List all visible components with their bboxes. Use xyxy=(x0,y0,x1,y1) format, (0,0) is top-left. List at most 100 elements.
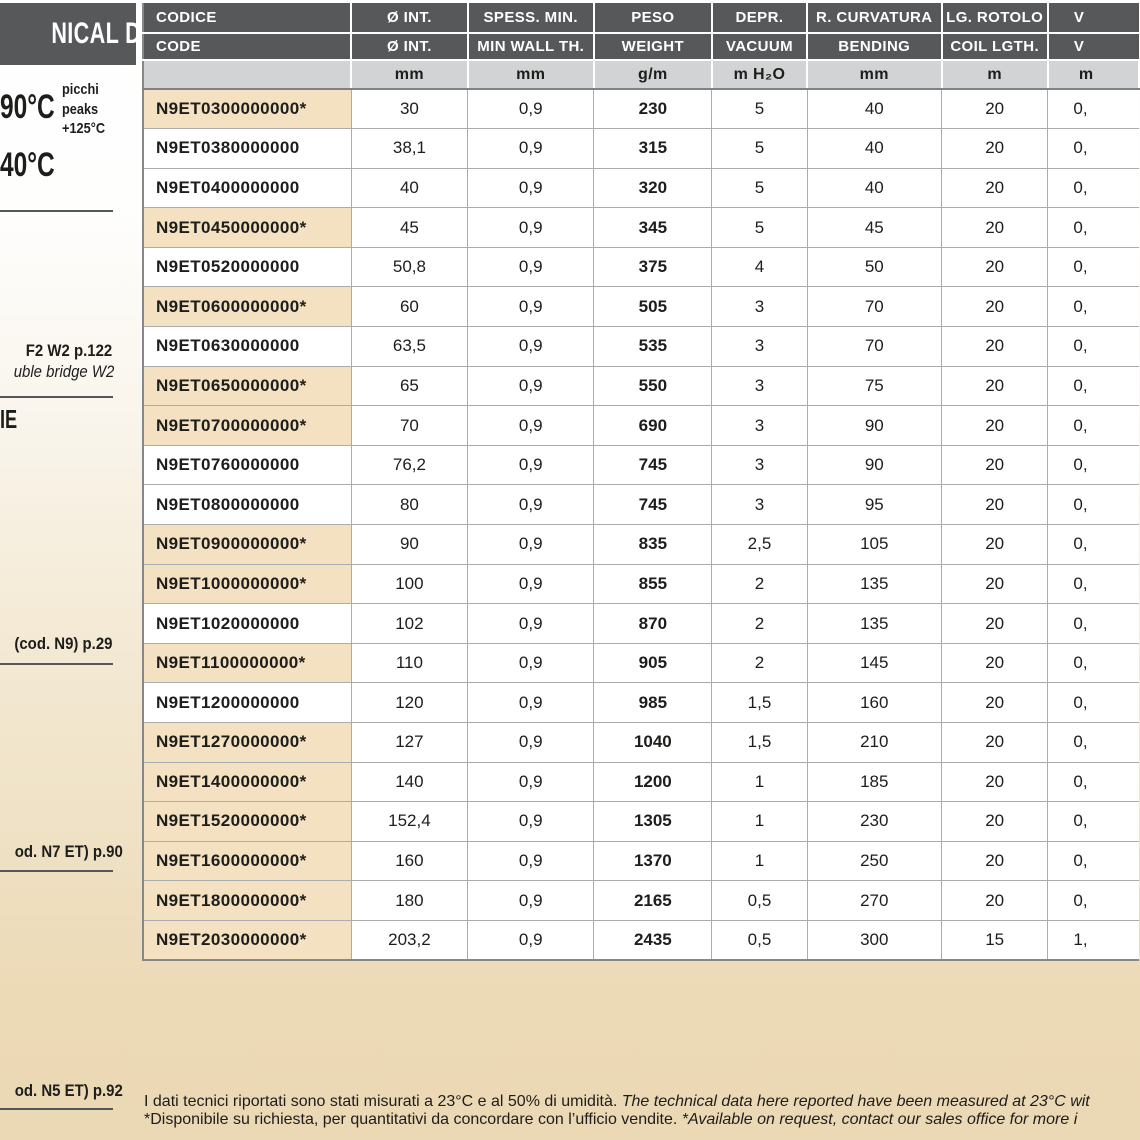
weight-cell: 905 xyxy=(593,643,713,684)
product-code-cell: N9ET1100000000* xyxy=(143,643,352,684)
unit-weight: g/m xyxy=(593,60,713,90)
vacuum-cell: 2 xyxy=(711,643,808,684)
unit-coil: m xyxy=(941,60,1049,90)
cutoff-column-cell: 0, xyxy=(1047,603,1139,644)
weight-cell: 345 xyxy=(593,207,713,248)
table-row: N9ET0380000000 38,1 0,9 315 5 40 20 0, xyxy=(143,128,1139,169)
bending-radius-cell: 185 xyxy=(807,762,943,803)
bending-radius-cell: 40 xyxy=(807,128,943,169)
product-code-cell: N9ET1400000000* xyxy=(143,762,352,803)
cutoff-column-cell: 0, xyxy=(1047,89,1139,130)
header-row-it: CODICE Ø INT. SPESS. MIN. PESO DEPR. R. … xyxy=(143,3,1139,34)
cutoff-column-cell: 0, xyxy=(1047,207,1139,248)
coil-length-cell: 20 xyxy=(941,880,1049,921)
ref-cod-n5-et: od. N5 ET) p.92 xyxy=(14,1081,123,1100)
vacuum-cell: 0,5 xyxy=(711,880,808,921)
product-code-cell: N9ET1600000000* xyxy=(143,841,352,882)
cutoff-column-cell: 1, xyxy=(1047,920,1139,962)
coil-length-cell: 20 xyxy=(941,366,1049,407)
inner-diameter-cell: 76,2 xyxy=(351,445,469,486)
bending-radius-cell: 75 xyxy=(807,366,943,407)
min-wall-cell: 0,9 xyxy=(467,722,595,763)
weight-cell: 230 xyxy=(593,89,713,130)
inner-diameter-cell: 38,1 xyxy=(351,128,469,169)
product-code-cell: N9ET0650000000* xyxy=(143,366,352,407)
weight-cell: 320 xyxy=(593,168,713,209)
weight-cell: 870 xyxy=(593,603,713,644)
temp-peak-notes: picchi peaks +125°C xyxy=(62,80,113,139)
inner-diameter-cell: 80 xyxy=(351,484,469,526)
vacuum-cell: 3 xyxy=(711,286,808,328)
bending-radius-cell: 40 xyxy=(807,89,943,130)
coil-length-cell: 20 xyxy=(941,801,1049,842)
min-wall-cell: 0,9 xyxy=(467,366,595,407)
coil-length-cell: 20 xyxy=(941,128,1049,169)
inner-diameter-cell: 65 xyxy=(351,366,469,407)
min-wall-cell: 0,9 xyxy=(467,405,595,446)
weight-cell: 985 xyxy=(593,682,713,723)
col-header-rotolo-it: LG. ROTOLO xyxy=(941,3,1049,34)
min-wall-cell: 0,9 xyxy=(467,247,595,288)
unit-bending: mm xyxy=(807,60,943,90)
product-code-cell: N9ET0450000000* xyxy=(143,207,352,248)
inner-diameter-cell: 102 xyxy=(351,603,469,644)
bending-radius-cell: 40 xyxy=(807,168,943,209)
vacuum-cell: 2 xyxy=(711,603,808,644)
inner-diameter-cell: 100 xyxy=(351,564,469,605)
bending-radius-cell: 90 xyxy=(807,445,943,486)
footer-note2-en: *Available on request, contact our sales… xyxy=(681,1110,1078,1128)
product-code-cell: N9ET1520000000* xyxy=(143,801,352,842)
table-row: N9ET1270000000* 127 0,9 1040 1,5 210 20 … xyxy=(143,722,1139,763)
col-header-depr-it: DEPR. xyxy=(711,3,809,34)
coil-length-cell: 20 xyxy=(941,603,1049,644)
product-code-cell: N9ET0300000000* xyxy=(143,89,352,130)
col-header-weight-en: WEIGHT xyxy=(593,33,713,61)
coil-length-cell: 20 xyxy=(941,89,1049,130)
min-wall-cell: 0,9 xyxy=(467,484,595,526)
table-row: N9ET0450000000* 45 0,9 345 5 45 20 0, xyxy=(143,207,1139,248)
inner-diameter-cell: 127 xyxy=(351,722,469,763)
weight-cell: 835 xyxy=(593,524,713,565)
inner-diameter-cell: 120 xyxy=(351,682,469,723)
footer-note1-en: The technical data here reported have be… xyxy=(621,1093,1090,1110)
min-wall-cell: 0,9 xyxy=(467,643,595,684)
bending-radius-cell: 270 xyxy=(807,880,943,921)
table-row: N9ET1400000000* 140 0,9 1200 1 185 20 0, xyxy=(143,762,1139,803)
ref-bridge-clamp: F2 W2 p.122 xyxy=(25,341,112,360)
vacuum-cell: 3 xyxy=(711,484,808,526)
product-code-cell: N9ET0760000000 xyxy=(143,445,352,486)
bending-radius-cell: 135 xyxy=(807,603,943,644)
technical-data-table: CODICE Ø INT. SPESS. MIN. PESO DEPR. R. … xyxy=(142,3,1140,962)
weight-cell: 690 xyxy=(593,405,713,446)
vacuum-cell: 0,5 xyxy=(711,920,808,962)
table-row: N9ET1100000000* 110 0,9 905 2 145 20 0, xyxy=(143,643,1139,684)
cutoff-column-cell: 0, xyxy=(1047,366,1139,407)
table-row: N9ET0700000000* 70 0,9 690 3 90 20 0, xyxy=(143,405,1139,446)
vacuum-cell: 2,5 xyxy=(711,524,808,565)
unit-vacuum: m H₂O xyxy=(711,60,809,90)
col-header-codice: CODICE xyxy=(143,3,353,34)
col-header-vacuum-en: VACUUM xyxy=(711,33,809,61)
vacuum-cell: 5 xyxy=(711,168,808,209)
table-row: N9ET0900000000* 90 0,9 835 2,5 105 20 0, xyxy=(143,524,1139,565)
col-header-diam-en: Ø INT. xyxy=(351,33,469,61)
min-wall-cell: 0,9 xyxy=(467,682,595,723)
bending-radius-cell: 70 xyxy=(807,286,943,328)
min-wall-cell: 0,9 xyxy=(467,841,595,882)
vacuum-cell: 5 xyxy=(711,128,808,169)
cutoff-column-cell: 0, xyxy=(1047,484,1139,526)
weight-cell: 745 xyxy=(593,484,713,526)
col-header-code: CODE xyxy=(143,33,353,61)
bending-radius-cell: 95 xyxy=(807,484,943,526)
table-row: N9ET1600000000* 160 0,9 1370 1 250 20 0, xyxy=(143,841,1139,882)
min-wall-cell: 0,9 xyxy=(467,286,595,328)
inner-diameter-cell: 50,8 xyxy=(351,247,469,288)
ref-cod-n9: (cod. N9) p.29 xyxy=(13,634,112,653)
sidebar-divider-1 xyxy=(0,210,113,212)
bending-radius-cell: 50 xyxy=(807,247,943,288)
weight-cell: 505 xyxy=(593,286,713,328)
bending-radius-cell: 250 xyxy=(807,841,943,882)
vacuum-cell: 1 xyxy=(711,762,808,803)
header-row-en: CODE Ø INT. MIN WALL TH. WEIGHT VACUUM B… xyxy=(143,33,1139,61)
col-header-curvatura-it: R. CURVATURA xyxy=(807,3,943,34)
